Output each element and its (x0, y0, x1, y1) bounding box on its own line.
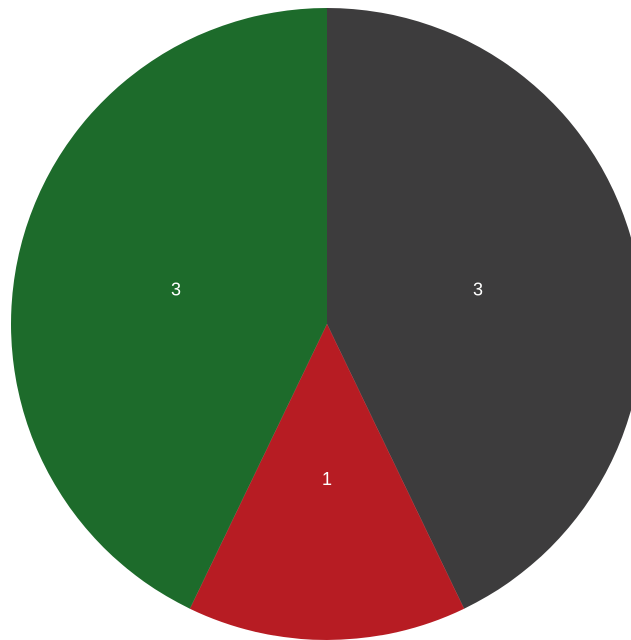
pie-slice-1 (327, 8, 631, 609)
pie-slice-3 (10, 8, 327, 609)
pie-slice-2-value-label: 1 (322, 469, 332, 489)
pie-slice-1-value-label: 3 (473, 280, 483, 300)
pie-slice-3-value-label: 3 (171, 280, 181, 300)
pie-slice-2 (189, 324, 465, 640)
